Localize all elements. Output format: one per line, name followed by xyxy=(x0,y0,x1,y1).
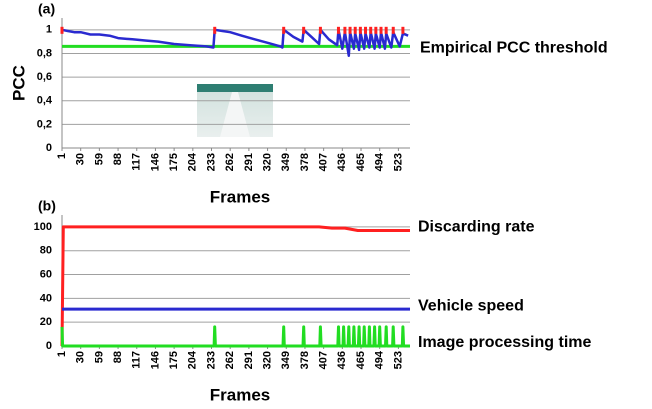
x-tick-label: 407 xyxy=(318,153,330,171)
y-tick-label: 0,4 xyxy=(37,95,53,107)
x-tick-label: 30 xyxy=(75,153,87,165)
series-line xyxy=(60,225,410,347)
y-tick-label: 100 xyxy=(34,221,52,233)
x-tick-label: 262 xyxy=(224,153,236,171)
x-axis-title: Frames xyxy=(210,187,270,206)
x-tick-label: 204 xyxy=(187,152,199,171)
x-tick-label: 204 xyxy=(187,350,199,369)
x-tick-label: 465 xyxy=(355,351,367,369)
x-tick-label: 175 xyxy=(168,153,180,171)
x-tick-label: 146 xyxy=(149,153,161,171)
reset-marker xyxy=(384,26,388,34)
x-tick-label: 88 xyxy=(112,351,124,363)
y-tick-label: 0 xyxy=(46,340,52,352)
inset-image xyxy=(197,84,273,137)
x-tick-label: 262 xyxy=(224,351,236,369)
y-axis-title: PCC xyxy=(9,65,28,101)
x-tick-label: 523 xyxy=(392,153,404,171)
y-tick-label: 0,2 xyxy=(37,118,52,130)
x-tick-label: 88 xyxy=(112,153,124,165)
reset-marker xyxy=(213,26,217,34)
x-tick-label: 233 xyxy=(205,153,217,171)
reset-marker xyxy=(364,26,368,34)
series-line xyxy=(60,325,410,348)
x-tick-label: 291 xyxy=(243,351,255,369)
x-tick-label: 233 xyxy=(205,351,217,369)
x-tick-label: 494 xyxy=(374,152,386,171)
y-tick-label: 0 xyxy=(46,142,52,154)
x-tick-label: 436 xyxy=(336,153,348,171)
reset-marker xyxy=(374,26,378,34)
y-tick-label: 0,6 xyxy=(37,71,52,83)
y-tick-label: 40 xyxy=(40,292,52,304)
series-label: Discarding rate xyxy=(418,219,535,236)
reset-marker xyxy=(343,26,347,34)
x-tick-label: 320 xyxy=(261,351,273,369)
y-tick-label: 60 xyxy=(40,268,52,280)
x-tick-label: 349 xyxy=(280,351,292,369)
y-tick-label: 20 xyxy=(40,316,52,328)
x-tick-label: 59 xyxy=(93,153,105,165)
threshold-label: Empirical PCC threshold xyxy=(420,40,608,57)
x-tick-label: 117 xyxy=(131,351,143,369)
x-tick-label: 349 xyxy=(280,153,292,171)
x-tick-label: 1 xyxy=(56,351,68,357)
reset-marker xyxy=(348,26,352,34)
x-tick-label: 523 xyxy=(392,351,404,369)
x-tick-label: 1 xyxy=(56,153,68,159)
x-tick-label: 465 xyxy=(355,153,367,171)
panel-title: (b) xyxy=(38,198,56,214)
x-tick-label: 407 xyxy=(318,351,330,369)
reset-marker xyxy=(318,26,322,34)
x-tick-label: 378 xyxy=(299,153,311,171)
x-tick-label: 146 xyxy=(149,351,161,369)
x-tick-label: 175 xyxy=(168,351,180,369)
x-axis-title: Frames xyxy=(210,385,270,404)
x-tick-label: 320 xyxy=(261,153,273,171)
x-tick-label: 378 xyxy=(299,351,311,369)
reset-marker xyxy=(401,26,405,34)
reset-marker xyxy=(391,26,395,34)
x-tick-label: 494 xyxy=(374,350,386,369)
reset-marker xyxy=(369,26,373,34)
x-tick-label: 436 xyxy=(336,351,348,369)
pcc-line xyxy=(61,28,409,58)
y-tick-label: 0,8 xyxy=(37,47,52,59)
y-tick-label: 1 xyxy=(46,24,52,36)
reset-marker xyxy=(353,26,357,34)
reset-marker xyxy=(302,26,306,34)
reset-marker xyxy=(282,26,286,34)
x-tick-label: 291 xyxy=(243,153,255,171)
reset-marker xyxy=(379,26,383,34)
x-tick-label: 117 xyxy=(131,153,143,171)
series-label: Image processing time xyxy=(418,334,591,351)
x-tick-label: 59 xyxy=(93,351,105,363)
reset-marker xyxy=(60,26,64,34)
y-tick-label: 80 xyxy=(40,245,52,257)
panel-title: (a) xyxy=(38,1,55,17)
reset-marker xyxy=(358,26,362,34)
reset-marker xyxy=(336,26,340,34)
series-label: Vehicle speed xyxy=(418,297,524,314)
x-tick-label: 30 xyxy=(75,351,87,363)
